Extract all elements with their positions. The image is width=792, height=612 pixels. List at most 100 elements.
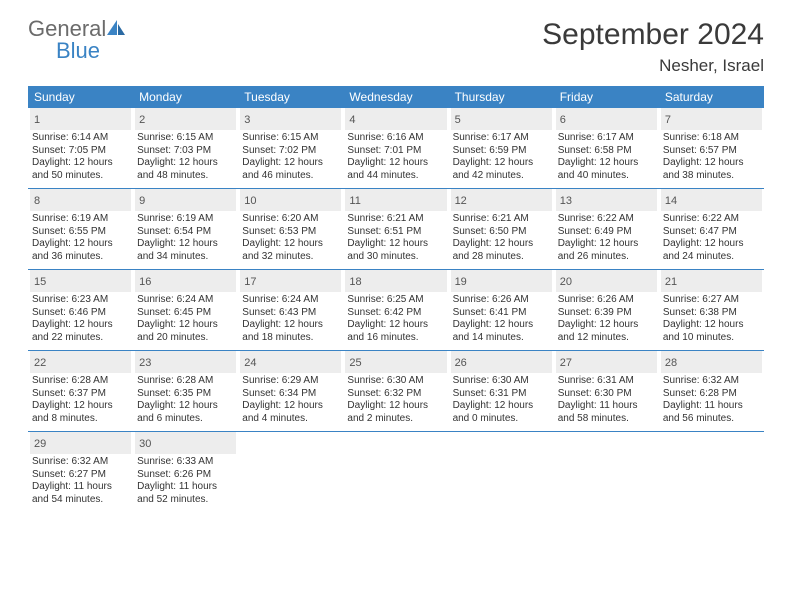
- dow-saturday: Saturday: [659, 86, 764, 108]
- day-number: 11: [349, 195, 360, 207]
- day-info: Sunrise: 6:18 AMSunset: 6:57 PMDaylight:…: [661, 132, 762, 182]
- day-info: Sunrise: 6:33 AMSunset: 6:26 PMDaylight:…: [135, 456, 236, 506]
- logo: General Blue: [28, 18, 126, 62]
- day-info: Sunrise: 6:23 AMSunset: 6:46 PMDaylight:…: [30, 294, 131, 344]
- day-cell: 16Sunrise: 6:24 AMSunset: 6:45 PMDayligh…: [133, 270, 238, 350]
- day-cell: 27Sunrise: 6:31 AMSunset: 6:30 PMDayligh…: [554, 351, 659, 431]
- day-number: 17: [244, 276, 256, 288]
- day-number: 14: [665, 195, 677, 207]
- day-cell: 20Sunrise: 6:26 AMSunset: 6:39 PMDayligh…: [554, 270, 659, 350]
- logo-text-stack: General Blue: [28, 18, 126, 62]
- day-info: Sunrise: 6:20 AMSunset: 6:53 PMDaylight:…: [240, 213, 341, 263]
- day-cell: 29 Sunrise: 6:32 AMSunset: 6:27 PMDayligh…: [28, 432, 133, 512]
- day-number: 30: [139, 438, 151, 450]
- day-info: Sunrise: 6:21 AMSunset: 6:50 PMDaylight:…: [451, 213, 552, 263]
- day-cell: 9 Sunrise: 6:19 AMSunset: 6:54 PMDaylight…: [133, 189, 238, 269]
- day-number: 24: [244, 357, 256, 369]
- day-number: 3: [244, 114, 250, 126]
- day-info: Sunrise: 6:19 AMSunset: 6:54 PMDaylight:…: [135, 213, 236, 263]
- week-row: 8Sunrise: 6:19 AMSunset: 6:55 PMDaylight…: [28, 189, 764, 270]
- day-info: Sunrise: 6:17 AMSunset: 6:58 PMDaylight:…: [556, 132, 657, 182]
- day-cell: 8Sunrise: 6:19 AMSunset: 6:55 PMDaylight…: [28, 189, 133, 269]
- day-number-bar: [451, 432, 552, 454]
- day-info: Sunrise: 6:25 AMSunset: 6:42 PMDaylight:…: [345, 294, 446, 344]
- dow-thursday: Thursday: [449, 86, 554, 108]
- day-info: Sunrise: 6:30 AMSunset: 6:31 PMDaylight:…: [451, 375, 552, 425]
- day-cell: 3Sunrise: 6:15 AMSunset: 7:02 PMDaylight…: [238, 108, 343, 188]
- day-number-bar: [556, 432, 657, 454]
- calendar-page: General Blue September 2024 Nesher, Isra…: [0, 0, 792, 530]
- day-number: 4: [349, 114, 355, 126]
- week-row: 29 Sunrise: 6:32 AMSunset: 6:27 PMDayligh…: [28, 432, 764, 512]
- day-info: Sunrise: 6:15 AMSunset: 7:03 PMDaylight:…: [135, 132, 236, 182]
- day-info: Sunrise: 6:24 AMSunset: 6:43 PMDaylight:…: [240, 294, 341, 344]
- day-number-bar: 22: [30, 351, 131, 373]
- day-number: 23: [139, 357, 151, 369]
- day-number: 5: [455, 114, 461, 126]
- day-number-bar: [240, 432, 341, 454]
- day-info: Sunrise: 6:30 AMSunset: 6:32 PMDaylight:…: [345, 375, 446, 425]
- day-cell: 18 Sunrise: 6:25 AMSunset: 6:42 PMDayligh…: [343, 270, 448, 350]
- day-cell: 12Sunrise: 6:21 AMSunset: 6:50 PMDayligh…: [449, 189, 554, 269]
- day-cell: [554, 432, 659, 512]
- day-number: 9: [139, 195, 145, 207]
- day-number: 6: [560, 114, 566, 126]
- day-number-bar: 25: [345, 351, 446, 373]
- day-number-bar: 17: [240, 270, 341, 292]
- day-info: Sunrise: 6:14 AMSunset: 7:05 PMDaylight:…: [30, 132, 131, 182]
- day-cell: 19Sunrise: 6:26 AMSunset: 6:41 PMDayligh…: [449, 270, 554, 350]
- location-label: Nesher, Israel: [542, 56, 764, 76]
- day-number: 26: [455, 357, 467, 369]
- title-block: September 2024 Nesher, Israel: [542, 18, 764, 76]
- dow-monday: Monday: [133, 86, 238, 108]
- day-cell: 24 Sunrise: 6:29 AMSunset: 6:34 PMDayligh…: [238, 351, 343, 431]
- day-number-bar: 27: [556, 351, 657, 373]
- day-info: Sunrise: 6:29 AMSunset: 6:34 PMDaylight:…: [240, 375, 341, 425]
- day-number-bar: 18: [345, 270, 446, 292]
- day-number-bar: [661, 432, 762, 454]
- dow-sunday: Sunday: [28, 86, 133, 108]
- day-cell: 5Sunrise: 6:17 AMSunset: 6:59 PMDaylight…: [449, 108, 554, 188]
- day-info: Sunrise: 6:32 AMSunset: 6:27 PMDaylight:…: [30, 456, 131, 506]
- day-number: 15: [34, 276, 46, 288]
- day-number-bar: 24: [240, 351, 341, 373]
- day-number-bar: [345, 432, 446, 454]
- day-number-bar: 1: [30, 108, 131, 130]
- day-number-bar: 20: [556, 270, 657, 292]
- day-info: Sunrise: 6:27 AMSunset: 6:38 PMDaylight:…: [661, 294, 762, 344]
- day-number: 18: [349, 276, 361, 288]
- day-number-bar: 10: [240, 189, 341, 211]
- day-number-bar: 13: [556, 189, 657, 211]
- day-number: 22: [34, 357, 46, 369]
- day-number: 25: [349, 357, 361, 369]
- day-number-bar: 3: [240, 108, 341, 130]
- day-number-bar: 6: [556, 108, 657, 130]
- day-info: Sunrise: 6:28 AMSunset: 6:37 PMDaylight:…: [30, 375, 131, 425]
- day-number-bar: 12: [451, 189, 552, 211]
- day-number: 29: [34, 438, 46, 450]
- day-cell: 21Sunrise: 6:27 AMSunset: 6:38 PMDayligh…: [659, 270, 764, 350]
- day-info: Sunrise: 6:19 AMSunset: 6:55 PMDaylight:…: [30, 213, 131, 263]
- day-cell: [238, 432, 343, 512]
- day-cell: [659, 432, 764, 512]
- month-title: September 2024: [542, 18, 764, 52]
- day-cell: 22 Sunrise: 6:28 AMSunset: 6:37 PMDayligh…: [28, 351, 133, 431]
- day-number-bar: 15: [30, 270, 131, 292]
- day-cell: 30 Sunrise: 6:33 AMSunset: 6:26 PMDayligh…: [133, 432, 238, 512]
- day-number-bar: 16: [135, 270, 236, 292]
- day-cell: 23Sunrise: 6:28 AMSunset: 6:35 PMDayligh…: [133, 351, 238, 431]
- logo-word-2: Blue: [28, 40, 100, 62]
- day-number: 27: [560, 357, 572, 369]
- week-row: 15 Sunrise: 6:23 AMSunset: 6:46 PMDayligh…: [28, 270, 764, 351]
- day-cell: 1Sunrise: 6:14 AMSunset: 7:05 PMDaylight…: [28, 108, 133, 188]
- day-number: 20: [560, 276, 572, 288]
- day-number-bar: 23: [135, 351, 236, 373]
- day-info: Sunrise: 6:24 AMSunset: 6:45 PMDaylight:…: [135, 294, 236, 344]
- day-number-bar: 2: [135, 108, 236, 130]
- day-cell: 4Sunrise: 6:16 AMSunset: 7:01 PMDaylight…: [343, 108, 448, 188]
- day-info: Sunrise: 6:22 AMSunset: 6:47 PMDaylight:…: [661, 213, 762, 263]
- page-header: General Blue September 2024 Nesher, Isra…: [28, 18, 764, 76]
- day-number: 13: [560, 195, 572, 207]
- day-info: Sunrise: 6:26 AMSunset: 6:41 PMDaylight:…: [451, 294, 552, 344]
- day-number-bar: 7: [661, 108, 762, 130]
